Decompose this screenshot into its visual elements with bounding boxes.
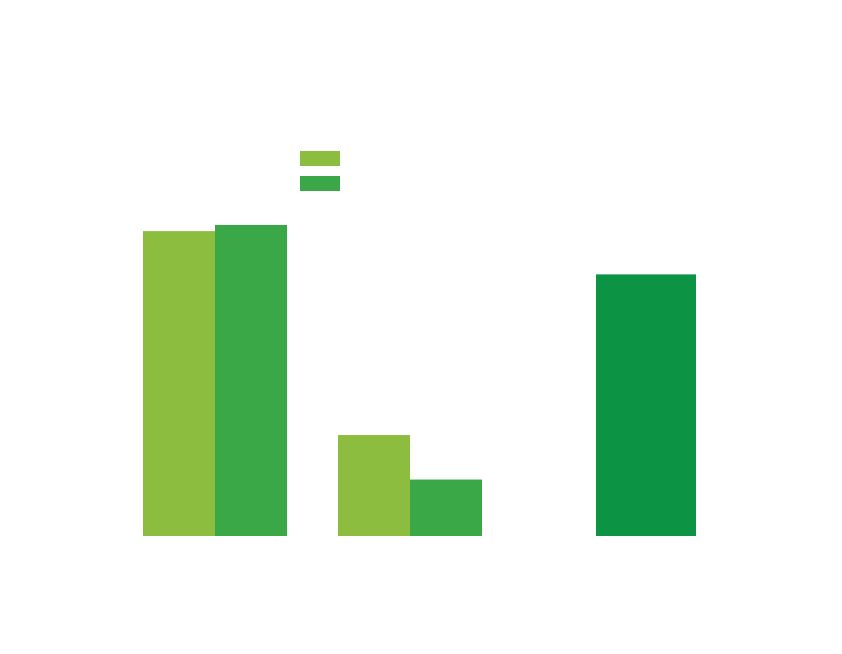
- legend-swatch-2: [300, 176, 340, 191]
- bar-group-2-series-1: [338, 435, 410, 536]
- bar-group-1-series-1: [143, 231, 215, 536]
- bars-layer: [143, 224, 696, 536]
- bar-group-1-series-2: [215, 224, 287, 536]
- chart-legend: [300, 151, 340, 191]
- legend-swatch-1: [300, 151, 340, 166]
- bar-group-3-series-1: [596, 274, 696, 536]
- bar-group-2-series-2: [410, 479, 482, 536]
